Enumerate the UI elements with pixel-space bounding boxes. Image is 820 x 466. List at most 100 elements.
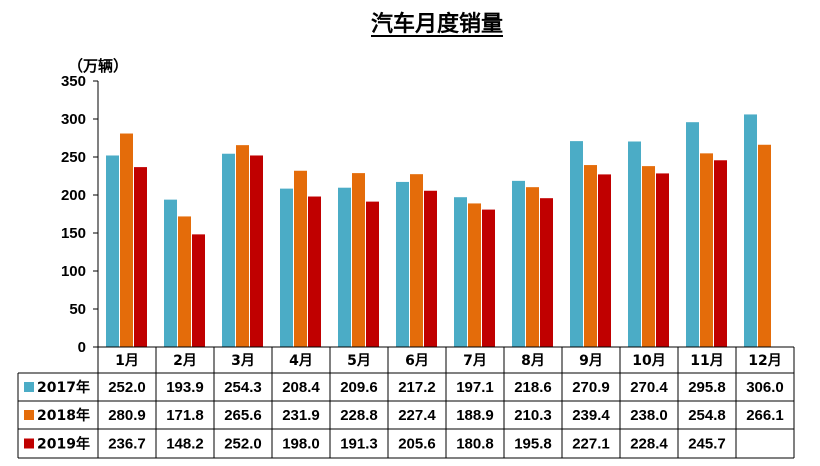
bar: [540, 198, 553, 347]
category-label: 8月: [521, 353, 545, 369]
data-label: 198.0: [282, 436, 320, 453]
data-label: 148.2: [166, 436, 204, 453]
data-label: 306.0: [746, 379, 784, 396]
bar: [396, 181, 409, 347]
bar: [178, 216, 191, 347]
data-label: 180.8: [456, 436, 494, 453]
data-label: 239.4: [572, 407, 610, 424]
data-label: 228.8: [340, 407, 378, 424]
bar: [338, 187, 351, 347]
data-label: 208.4: [282, 379, 320, 396]
category-label: 11月: [690, 353, 723, 369]
bar: [744, 114, 757, 347]
category-label: 4月: [289, 353, 313, 369]
y-tick-label: 350: [61, 73, 86, 90]
data-label: 238.0: [630, 407, 668, 424]
y-tick-label: 0: [78, 339, 86, 356]
data-label: 254.3: [224, 379, 262, 396]
y-tick-label: 200: [61, 187, 86, 204]
y-axis-unit-label: （万辆）: [68, 57, 128, 75]
bar: [164, 199, 177, 347]
chart-title: 汽车月度销量: [371, 11, 503, 37]
data-label: 270.9: [572, 379, 610, 396]
data-label: 266.1: [746, 407, 784, 424]
bar: [280, 188, 293, 347]
bar: [526, 187, 539, 347]
data-label: 231.9: [282, 407, 320, 424]
bar: [424, 190, 437, 347]
y-tick-label: 50: [69, 301, 86, 318]
data-label: 188.9: [456, 407, 494, 424]
y-tick-label: 100: [61, 263, 86, 280]
bar: [236, 145, 249, 347]
category-label: 5月: [347, 353, 371, 369]
bar: [686, 122, 699, 347]
data-table: 1月 2月 3月 4月 5月 6月 7月 8月 9月 10月 11月 12月 2017年 252.0 193…: [17, 346, 795, 459]
bar: [222, 153, 235, 347]
bar: [366, 201, 379, 347]
data-label: 227.1: [572, 436, 610, 453]
data-label: 171.8: [166, 407, 204, 424]
y-tick-label: 150: [61, 225, 86, 242]
bar: [192, 234, 205, 347]
data-label: 254.8: [688, 407, 726, 424]
bar: [308, 196, 321, 347]
data-label: 193.9: [166, 379, 204, 396]
y-tick-label: 250: [61, 149, 86, 166]
data-label: 280.9: [108, 407, 146, 424]
data-label: 191.3: [340, 436, 378, 453]
data-label: 205.6: [398, 436, 436, 453]
category-label: 10月: [632, 353, 665, 369]
category-label: 7月: [463, 353, 487, 369]
category-label: 9月: [579, 353, 603, 369]
data-label: 209.6: [340, 379, 378, 396]
data-label: 245.7: [688, 436, 726, 453]
data-label: 227.4: [398, 407, 436, 424]
data-label: 218.6: [514, 379, 552, 396]
legend-swatch: [24, 382, 34, 392]
data-label: 228.4: [630, 436, 668, 453]
bar: [250, 155, 263, 347]
bar: [482, 209, 495, 347]
bar: [352, 173, 365, 347]
legend-label: 2019年: [37, 436, 90, 453]
legend-label: 2017年: [37, 379, 90, 396]
category-label: 3月: [231, 353, 255, 369]
bar: [106, 155, 119, 347]
bar: [410, 174, 423, 347]
bar: [598, 174, 611, 347]
data-label: 295.8: [688, 379, 726, 396]
bar: [120, 133, 133, 347]
data-label: 217.2: [398, 379, 436, 396]
bar: [584, 165, 597, 347]
y-axis: 0 50 100 150 200 250 300 350: [61, 73, 99, 356]
bar: [656, 173, 669, 347]
data-label: 265.6: [224, 407, 262, 424]
legend-swatch: [24, 438, 34, 449]
category-label: 12月: [748, 353, 781, 369]
bar: [454, 197, 467, 347]
category-label: 1月: [115, 353, 139, 369]
data-label: 195.8: [514, 436, 552, 453]
bar: [758, 144, 771, 347]
bar: [570, 141, 583, 347]
legend-label: 2018年: [37, 407, 90, 424]
bars: [106, 114, 771, 347]
data-label: 270.4: [630, 379, 668, 396]
data-label: 252.0: [224, 436, 262, 453]
y-tick-label: 300: [61, 111, 86, 128]
bar: [512, 180, 525, 347]
bar: [294, 170, 307, 347]
bar: [642, 166, 655, 347]
legend-swatch: [24, 410, 34, 420]
data-label: 210.3: [514, 407, 552, 424]
bar: [700, 153, 713, 347]
bar: [714, 160, 727, 347]
data-label: 236.7: [108, 436, 146, 453]
bar: [134, 167, 147, 347]
category-label: 6月: [405, 353, 429, 369]
data-label: 197.1: [456, 379, 494, 396]
bar: [628, 141, 641, 347]
category-label: 2月: [173, 353, 197, 369]
